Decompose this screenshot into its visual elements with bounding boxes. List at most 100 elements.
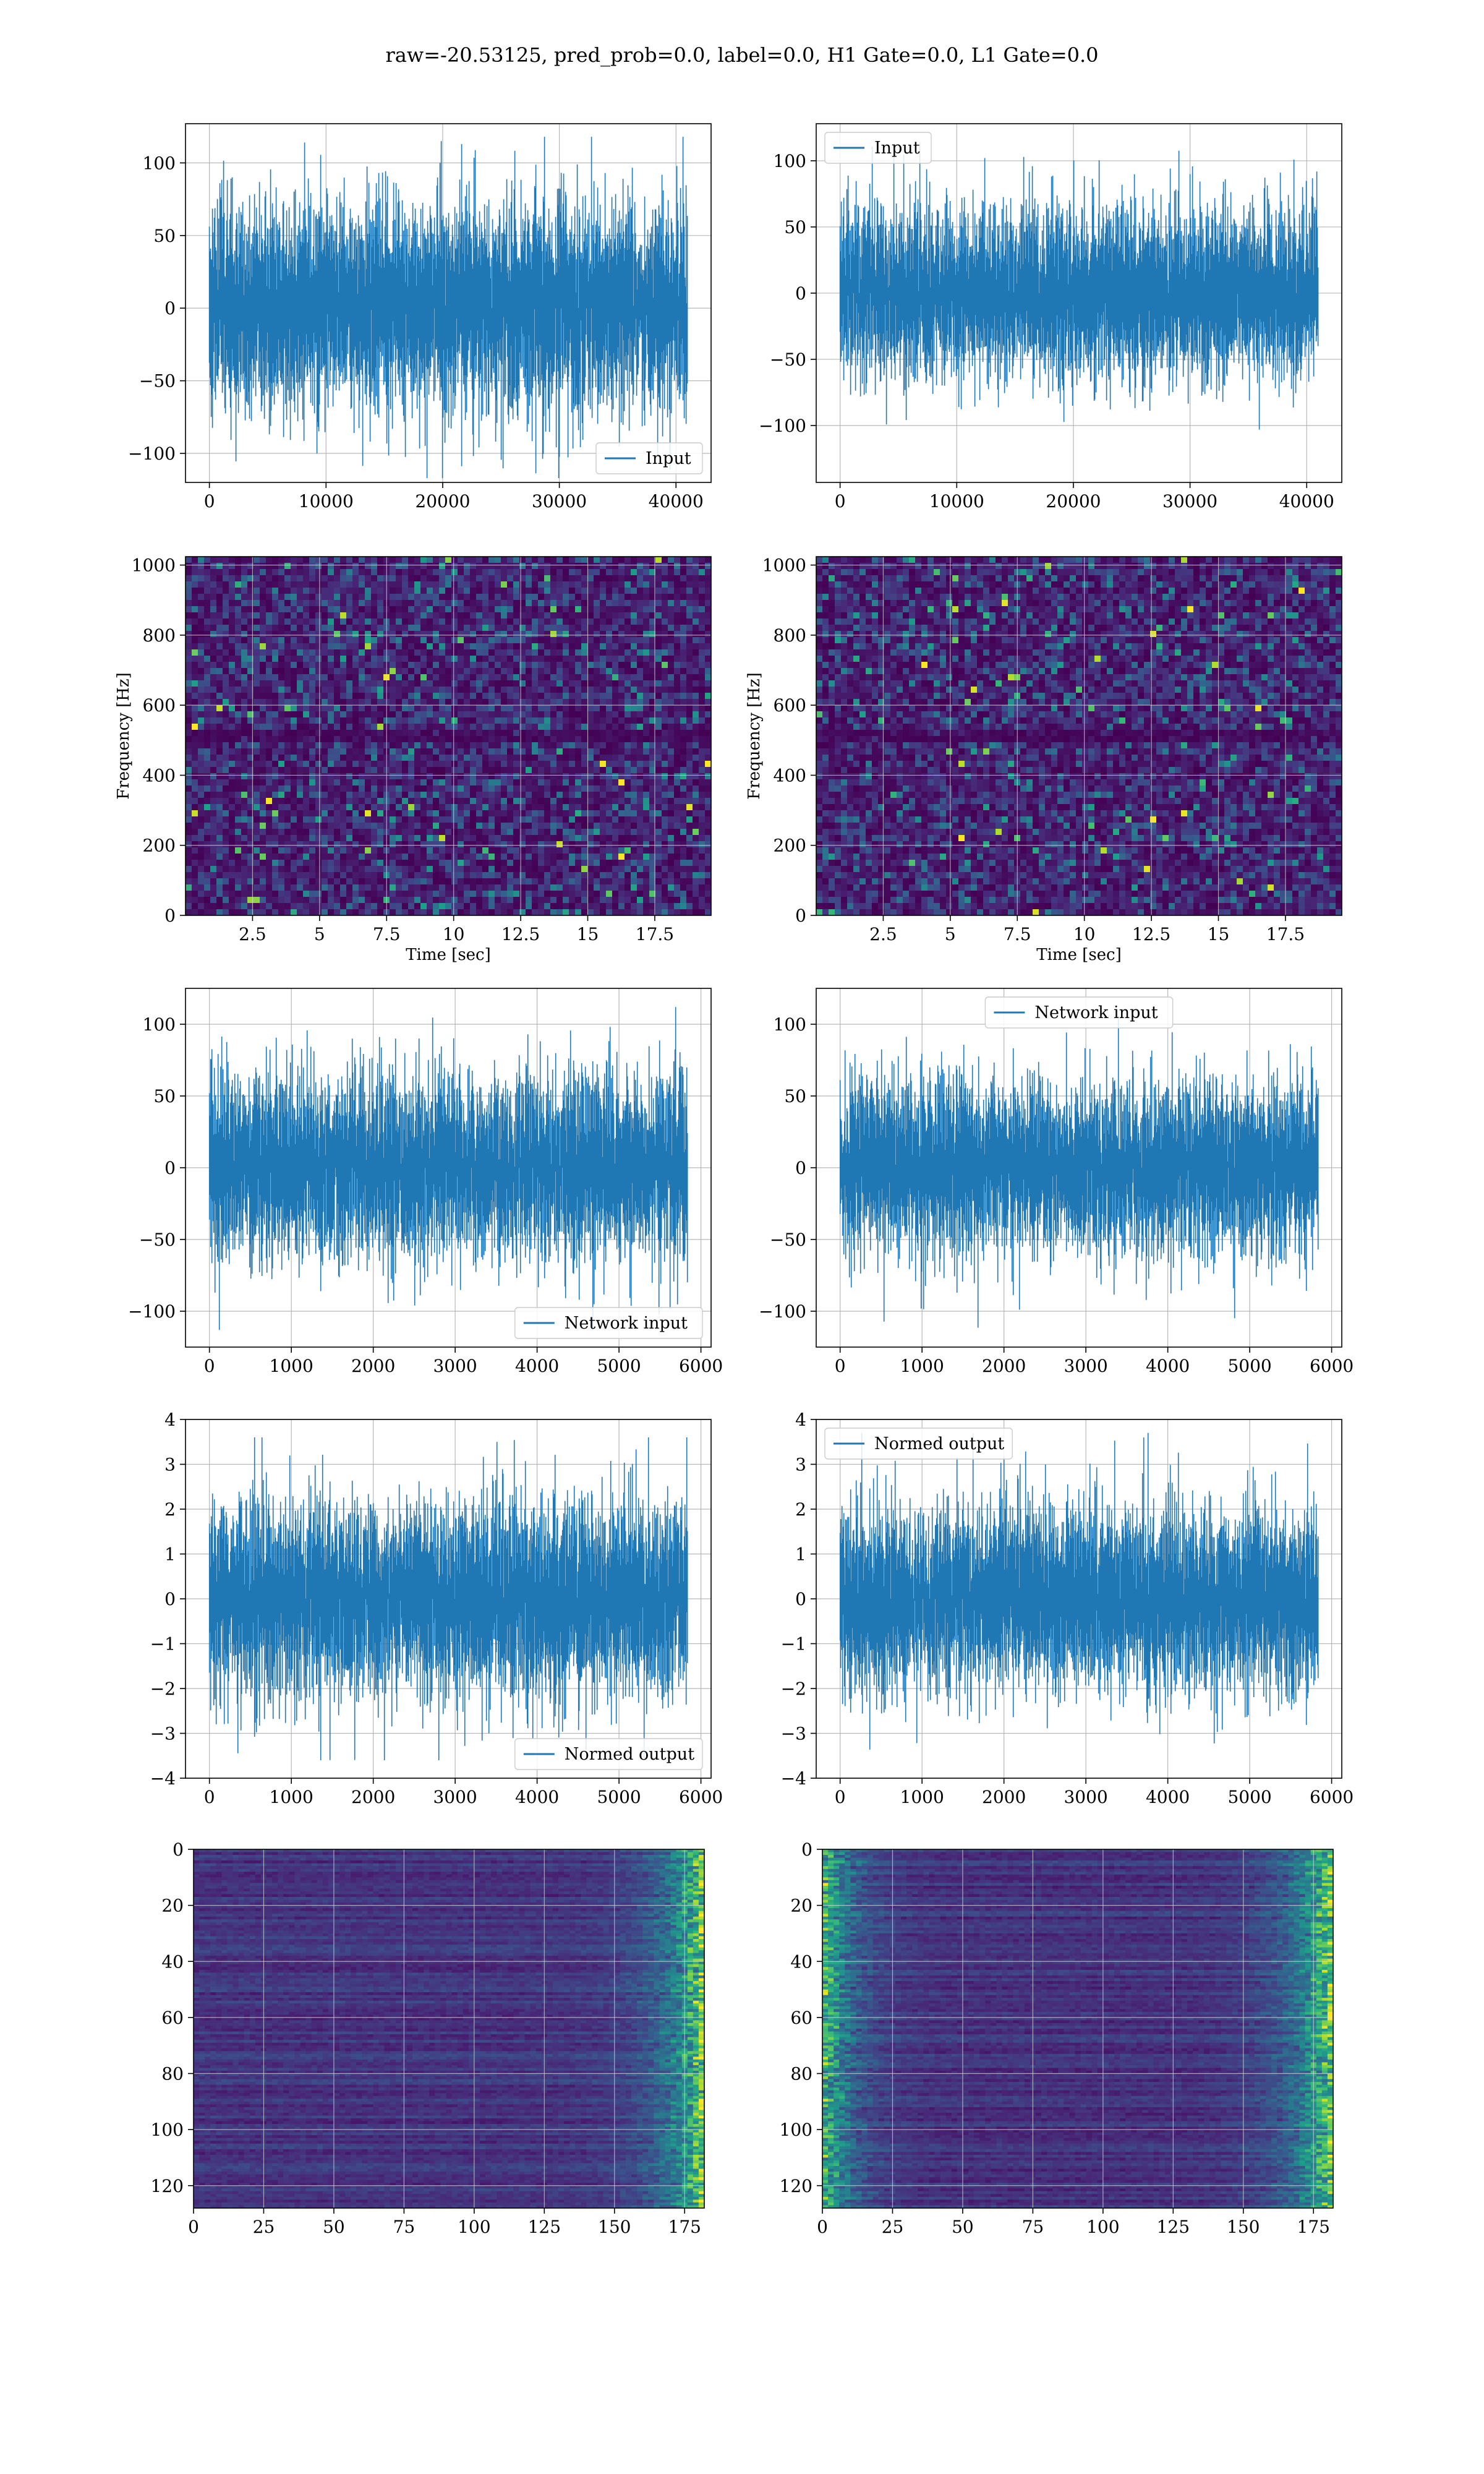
heat-cell [439, 854, 445, 860]
heat-cell [186, 792, 192, 798]
heat-cell [390, 748, 396, 755]
heat-cell [235, 662, 241, 668]
heat-cell [414, 557, 420, 563]
heat-cell [476, 866, 482, 872]
heat-cell [488, 612, 495, 618]
heat-cell [291, 736, 297, 742]
heat-cell [699, 557, 705, 563]
heat-cell [526, 773, 532, 779]
heat-cell [266, 680, 272, 687]
heat-cell [408, 841, 414, 847]
heat-cell [297, 773, 303, 779]
heat-cell [396, 557, 402, 563]
heat-cell [445, 699, 451, 705]
heat-cell [291, 829, 297, 835]
heat-cell [303, 878, 309, 884]
heat-cell [297, 835, 303, 841]
heat-cell [408, 804, 414, 810]
heat-cell [464, 816, 470, 823]
heat-cell [334, 792, 340, 798]
heat-cell [216, 631, 223, 637]
heat-cell [482, 823, 488, 829]
heat-cell [186, 860, 192, 866]
heat-cell [556, 779, 563, 785]
heat-cell [501, 755, 507, 761]
heat-cell [352, 841, 359, 847]
heat-cell [266, 847, 272, 854]
heat-cell [210, 575, 216, 581]
heat-cell [495, 748, 501, 755]
heat-cell [297, 588, 303, 594]
heat-cell [445, 748, 451, 755]
heat-cell [637, 779, 643, 785]
heat-cell [235, 897, 241, 903]
heat-cell [303, 736, 309, 742]
heat-cell [408, 717, 414, 724]
heat-cell [495, 606, 501, 612]
heat-cell [699, 662, 705, 668]
heat-cell [600, 773, 606, 779]
heat-cell [482, 736, 488, 742]
heat-cell [451, 668, 458, 674]
heat-cell [266, 835, 272, 841]
heat-cell [470, 600, 476, 606]
heat-cell [445, 717, 451, 724]
heat-cell [693, 891, 699, 897]
heat-cell [414, 773, 420, 779]
heat-cell [216, 823, 223, 829]
heat-cell [340, 792, 346, 798]
heat-cell [352, 662, 359, 668]
heat-cell [192, 730, 198, 736]
heat-cell [451, 693, 458, 699]
heat-cell [507, 693, 513, 699]
heat-cell [668, 779, 674, 785]
heat-cell [204, 588, 210, 594]
heat-cell [680, 823, 686, 829]
heat-cell [408, 897, 414, 903]
heat-cell [699, 724, 705, 730]
heat-cell [390, 798, 396, 804]
heat-cell [210, 798, 216, 804]
heat-cell [470, 717, 476, 724]
heat-cell [637, 612, 643, 618]
heat-cell [303, 798, 309, 804]
heat-cell [569, 798, 575, 804]
heat-cell [241, 860, 247, 866]
heat-cell [235, 847, 241, 854]
heat-cell [550, 724, 556, 730]
heat-cell [204, 711, 210, 717]
heat-cell [544, 649, 550, 656]
heat-cell [458, 860, 464, 866]
heat-cell [297, 569, 303, 575]
heat-cell [600, 557, 606, 563]
heat-cell [544, 687, 550, 693]
heat-cell [216, 680, 223, 687]
heat-cell [414, 823, 420, 829]
heat-cell [538, 816, 544, 823]
heat-cell [396, 656, 402, 662]
y-tick-label: 100 [774, 151, 806, 171]
heat-cell [346, 600, 352, 606]
heat-cell [216, 717, 223, 724]
heat-cell [587, 705, 594, 711]
heat-cell [705, 897, 711, 903]
heat-cell [291, 575, 297, 581]
heat-cell [352, 717, 359, 724]
heat-cell [699, 748, 705, 755]
heat-cell [699, 854, 705, 860]
heat-cell [594, 730, 600, 736]
heat-cell [544, 798, 550, 804]
heat-cell [458, 711, 464, 717]
heat-cell [408, 588, 414, 594]
heat-cell [371, 847, 377, 854]
heat-cell [655, 810, 662, 816]
heat-cell [581, 897, 587, 903]
heat-cell [315, 897, 322, 903]
heat-cell [451, 773, 458, 779]
heat-cell [507, 829, 513, 835]
heat-cell [359, 711, 365, 717]
heat-cell [686, 693, 693, 699]
heat-cell [445, 779, 451, 785]
heat-cell [371, 680, 377, 687]
heat-cell [352, 779, 359, 785]
